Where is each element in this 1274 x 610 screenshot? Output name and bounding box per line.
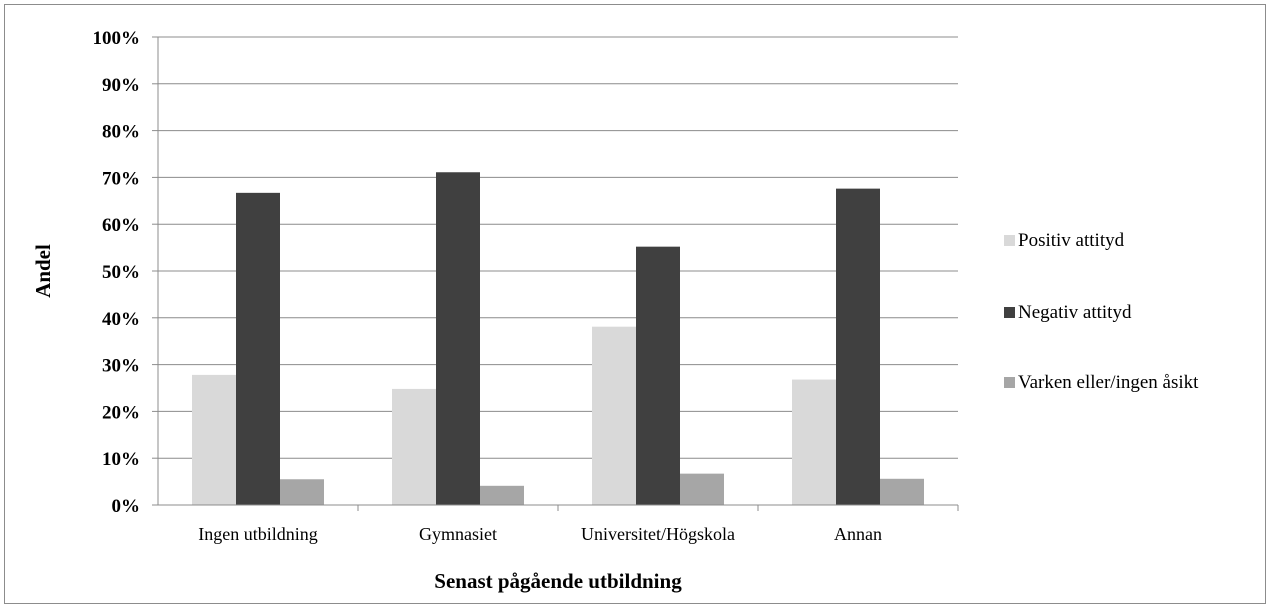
y-tick-labels: 0% 10% 20% 30% 40% 50% 60% 70% 80% 90% 100% [93, 28, 141, 517]
y-tick-label: 40% [102, 309, 140, 330]
y-tick-label: 90% [102, 75, 140, 96]
legend-entry: Varken eller/ingen åsikt [1018, 372, 1199, 393]
bar [880, 478, 924, 505]
y-tick-label: 80% [102, 122, 140, 143]
legend-swatch [1004, 377, 1015, 388]
y-tick-label: 60% [102, 215, 140, 236]
bar [192, 374, 236, 505]
y-tick-label: 30% [102, 356, 140, 377]
bar [792, 379, 836, 505]
bar [480, 485, 524, 505]
y-tick-label: 0% [112, 496, 141, 517]
gridlines [152, 36, 958, 506]
y-tick-label: 100% [93, 28, 141, 49]
x-category-label: Annan [834, 524, 882, 544]
bar [280, 479, 324, 505]
legend-entry: Negativ attityd [1018, 302, 1132, 323]
legend-entry: Positiv attityd [1018, 230, 1125, 251]
bar [680, 473, 724, 505]
x-category-label: Universitet/Högskola [581, 524, 735, 544]
bar [392, 388, 436, 505]
x-category-labels: Ingen utbildning Gymnasiet Universitet/Hög… [198, 524, 882, 544]
bars [192, 172, 924, 505]
y-tick-label: 50% [102, 262, 140, 283]
y-tick-label: 20% [102, 402, 140, 423]
x-category-label: Ingen utbildning [198, 524, 318, 544]
y-axis-title: Andel [31, 244, 55, 298]
y-tick-label: 10% [102, 449, 140, 470]
y-tick-label: 70% [102, 168, 140, 189]
x-axis-title: Senast pågående utbildning [434, 569, 682, 593]
axes [157, 37, 959, 511]
bar [636, 246, 680, 505]
bar [436, 172, 480, 505]
bar [592, 326, 636, 505]
legend-swatch [1004, 235, 1015, 246]
bar [236, 192, 280, 505]
bar [836, 188, 880, 505]
legend: Positiv attityd Negativ attityd Varken ell… [1004, 230, 1199, 393]
x-category-label: Gymnasiet [419, 524, 497, 544]
legend-swatch [1004, 307, 1015, 318]
